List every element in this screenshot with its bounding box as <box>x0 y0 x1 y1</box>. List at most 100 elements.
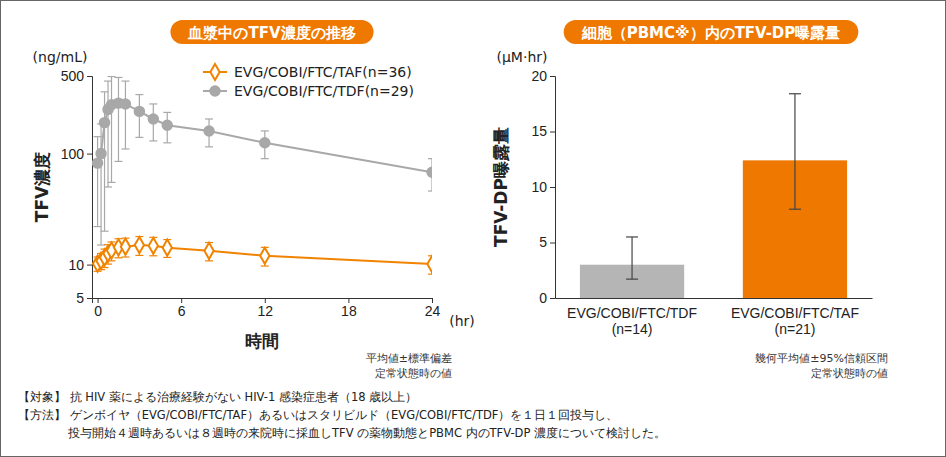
tick-label: 18 <box>341 303 357 319</box>
tick-label: 100 <box>61 146 85 162</box>
tick-mark <box>550 243 555 244</box>
error-cap <box>114 77 122 78</box>
error-bar <box>135 237 143 256</box>
error-cap <box>789 209 801 210</box>
error-cap <box>108 182 116 183</box>
x-axis-title: 時間 <box>245 331 279 351</box>
error-bar <box>121 81 129 149</box>
y-axis-unit: (μM·hr) <box>497 49 548 65</box>
point <box>260 248 269 264</box>
error-cap <box>149 140 157 141</box>
point <box>149 114 158 123</box>
error-bar <box>97 124 105 245</box>
tick-label: 500 <box>61 68 85 84</box>
legend-marker <box>210 64 219 80</box>
error-cap <box>101 91 109 92</box>
error-bar <box>428 159 432 191</box>
error-cap <box>104 80 112 81</box>
point <box>100 118 109 127</box>
tick-label: EVG/COBI/FTC/TAF(n=21) <box>731 305 859 337</box>
tick-label: 20 <box>531 68 547 84</box>
legend-label: EVG/COBI/FTC/TAF(n=36) <box>234 64 412 80</box>
point <box>135 237 144 253</box>
error-stem <box>118 77 119 161</box>
y-axis-unit: (ng/mL) <box>33 49 88 65</box>
error-bar <box>428 256 432 274</box>
error-cap <box>261 158 269 159</box>
error-cap <box>135 137 143 138</box>
point <box>121 239 130 255</box>
plot-area <box>580 94 847 298</box>
tick: 10 <box>531 179 555 195</box>
chart-canvas: 血漿中のTFV濃度の推移06121824510100500(ng/mL)TFV濃… <box>0 0 946 457</box>
point <box>163 121 172 130</box>
error-bar <box>149 237 157 255</box>
error-cap <box>261 130 269 131</box>
axis: 0 6 12 18 24 <box>93 298 441 319</box>
legend: EVG/COBI/FTC/TAF(n=36) EVG/COBI/FTC/TDF(n… <box>203 64 414 99</box>
error-cap <box>104 186 112 187</box>
title-group: 細胞（PBMC※）内のTFV-DP曝露量 <box>564 20 859 44</box>
tick-label: 12 <box>257 303 273 319</box>
tick-label: 0 <box>94 303 102 319</box>
tick: 24 <box>425 298 441 319</box>
tick-label: 6 <box>178 303 186 319</box>
tick-label: 10 <box>68 257 84 273</box>
point <box>163 240 172 256</box>
error-cap <box>114 257 122 258</box>
axis: 5 10 100 500 <box>61 68 93 306</box>
error-cap <box>428 190 432 191</box>
tick: 100 <box>61 146 92 162</box>
error-bar <box>626 237 638 279</box>
error-cap <box>149 103 157 104</box>
y-axis-title: TFV-DP曝露量 <box>491 127 511 247</box>
title: 血漿中のTFV濃度の推移 <box>187 24 355 42</box>
error-cap <box>163 112 171 113</box>
error-bar <box>114 77 122 161</box>
title-badge <box>564 20 859 44</box>
title-badge <box>170 20 373 44</box>
footer-text: 【対象】 抗 HIV 薬による治療経験がない HIV-1 感染症患者（18 歳以… <box>18 390 417 404</box>
title: 細胞（PBMC※）内のTFV-DP曝露量 <box>581 24 841 42</box>
error-bar <box>121 238 129 257</box>
error-stem <box>100 124 101 245</box>
error-cap <box>121 80 129 81</box>
tick-label: 5 <box>76 290 84 306</box>
legend-marker <box>210 86 219 95</box>
error-cap <box>428 274 432 275</box>
note: 定常状態時の値 <box>811 367 888 380</box>
tick-mark <box>87 76 92 77</box>
error-bar <box>104 81 112 187</box>
point <box>121 99 130 108</box>
error-bar <box>205 243 213 261</box>
tick-label: 15 <box>531 123 547 139</box>
note: 平均値±標準偏差 <box>366 352 452 365</box>
error-cap <box>626 279 638 280</box>
tick: 5 <box>539 234 555 250</box>
error-cap <box>94 226 102 227</box>
error-bar <box>163 240 171 258</box>
point <box>204 126 213 135</box>
error-bar <box>261 247 269 266</box>
note: 定常状態時の値 <box>375 367 452 380</box>
series <box>93 237 432 275</box>
error-cap <box>626 236 638 237</box>
legend-item: EVG/COBI/FTC/TDF(n=29) <box>203 83 414 99</box>
tick: 6 <box>178 298 186 319</box>
error-stem <box>794 94 795 209</box>
footer-text: 投与開始４週時あるいは８週時の来院時に採血しTFV の薬物動態とPBMC 内のT… <box>67 426 666 440</box>
tick: 0 <box>94 298 102 319</box>
error-cap <box>114 161 122 162</box>
error-cap <box>101 231 109 232</box>
x-axis-unit: (hr) <box>449 313 475 329</box>
axis-line <box>87 77 93 299</box>
tick-label: 10 <box>531 179 547 195</box>
error-stem <box>631 237 632 279</box>
tick-mark <box>550 187 555 188</box>
tick: 10 <box>68 257 92 273</box>
error-bar <box>163 112 171 142</box>
plot-area <box>93 76 432 274</box>
point <box>149 238 158 254</box>
note: 幾何平均値±95%信頼区間 <box>755 352 888 365</box>
point <box>96 149 105 158</box>
